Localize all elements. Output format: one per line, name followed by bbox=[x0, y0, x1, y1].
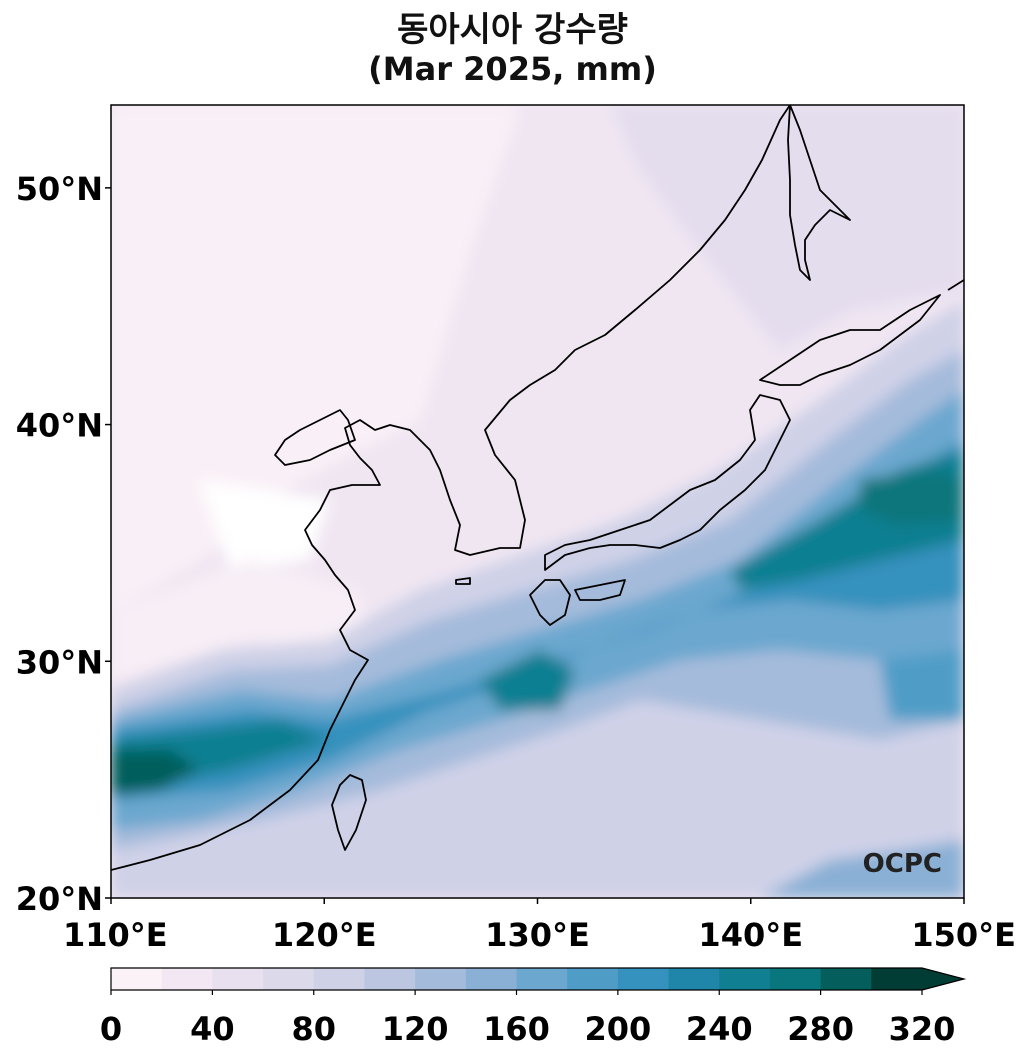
lon-tick-label: 150°E bbox=[911, 916, 1016, 954]
colorbar-tick-label: 200 bbox=[584, 1010, 651, 1048]
colorbar-segment bbox=[161, 968, 213, 990]
colorbar-tick-label: 80 bbox=[291, 1010, 336, 1048]
colorbar-segment bbox=[212, 968, 264, 990]
lat-tick-label: 20°N bbox=[16, 880, 103, 918]
colorbar-segment bbox=[415, 968, 467, 990]
lon-tick-label: 110°E bbox=[63, 916, 168, 954]
map-subtitle: (Mar 2025, mm) bbox=[368, 50, 657, 88]
mainland-coast bbox=[111, 105, 791, 871]
colorbar-segment bbox=[263, 968, 315, 990]
colorbar-outline bbox=[110, 967, 967, 991]
hokkaido-coast bbox=[759, 294, 941, 386]
colorbar-tick-label: 320 bbox=[889, 1010, 956, 1048]
taiwan-coast bbox=[331, 774, 367, 851]
precipitation-field bbox=[111, 105, 964, 898]
kuril-coast bbox=[947, 279, 964, 291]
colorbar-tick-label: 40 bbox=[190, 1010, 235, 1048]
colorbar-segment bbox=[111, 968, 163, 990]
colorbar-tick-label: 160 bbox=[483, 1010, 550, 1048]
colorbar-segment bbox=[668, 968, 720, 990]
north-band bbox=[611, 105, 964, 350]
colorbar-segment bbox=[871, 968, 923, 990]
colorbar-segment bbox=[516, 968, 568, 990]
colorbar-segment bbox=[364, 968, 416, 990]
map-title: 동아시아 강수량 bbox=[397, 10, 628, 50]
colorbar-extend-arrow bbox=[922, 968, 964, 990]
rain-patch-southeast bbox=[760, 840, 964, 898]
lon-tick-label: 130°E bbox=[485, 916, 590, 954]
kyushu-coast bbox=[529, 579, 571, 626]
honshu-coast bbox=[544, 394, 791, 571]
colorbar-segment bbox=[769, 968, 822, 990]
colorbar-segment bbox=[617, 968, 670, 990]
colorbar-tick-label: 280 bbox=[787, 1010, 854, 1048]
ocpc-logo: OCPC bbox=[863, 849, 942, 879]
rain-core-pacific-max bbox=[860, 470, 964, 525]
colorbar bbox=[110, 967, 967, 991]
rain-patch-east bbox=[880, 650, 964, 720]
rain-core-south-japan bbox=[480, 650, 575, 710]
lat-tick-label: 40°N bbox=[16, 407, 103, 445]
dry-patch bbox=[200, 480, 330, 570]
coastlines bbox=[111, 105, 964, 871]
lon-tick-label: 120°E bbox=[272, 916, 377, 954]
lat-tick-label: 50°N bbox=[16, 170, 103, 208]
colorbar-tick-labels: 0 40 80 120 160 200 240 280 320 bbox=[100, 990, 956, 1048]
colorbar-tick-label: 0 bbox=[100, 1010, 122, 1048]
colorbar-tick-label: 240 bbox=[686, 1010, 753, 1048]
rain-core-west-max bbox=[111, 750, 200, 795]
longitude-ticks: 110°E 120°E 130°E 140°E 150°E bbox=[63, 898, 1016, 954]
jeju-coast bbox=[455, 577, 471, 585]
sakhalin-coast bbox=[787, 105, 851, 281]
lon-tick-label: 140°E bbox=[698, 916, 803, 954]
colorbar-tick-label: 120 bbox=[382, 1010, 449, 1048]
colorbar-segment bbox=[719, 968, 771, 990]
shikoku-coast bbox=[574, 579, 626, 601]
colorbar-segment bbox=[313, 968, 365, 990]
dry-region-south bbox=[111, 560, 370, 680]
colorbar-segment bbox=[465, 968, 517, 990]
lat-tick-label: 30°N bbox=[16, 643, 103, 681]
bohai-coast bbox=[274, 409, 356, 466]
colorbar-segment bbox=[567, 968, 619, 990]
colorbar-segment bbox=[820, 968, 872, 990]
latitude-ticks: 20°N 30°N 40°N 50°N bbox=[16, 170, 111, 918]
